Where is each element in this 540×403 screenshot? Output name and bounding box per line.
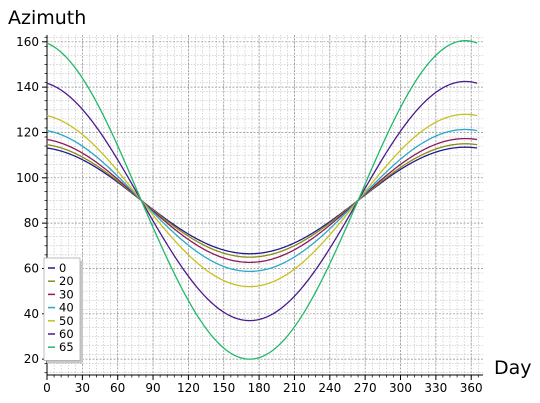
legend-label-20: 20 — [59, 274, 74, 288]
ticks: 0 30 60 90 120 150 180 210 240 270 300 330 360204060… — [16, 35, 483, 395]
x-tick-label: 180 — [248, 381, 271, 395]
y-tick-label: 100 — [16, 171, 39, 185]
x-tick-label: 30 — [75, 381, 90, 395]
series-line-60 — [46, 80, 478, 322]
series-line-0 — [46, 146, 478, 255]
legend-label-30: 30 — [59, 287, 74, 301]
y-tick-label: 120 — [16, 125, 39, 139]
legend-label-60: 60 — [59, 327, 74, 341]
x-tick-label: 60 — [110, 381, 125, 395]
x-tick-label: 300 — [389, 381, 412, 395]
y-tick-label: 60 — [24, 261, 39, 275]
x-tick-label: 210 — [283, 381, 306, 395]
y-axis-label: Azimuth — [8, 7, 86, 29]
axes — [46, 35, 483, 376]
grid — [46, 35, 483, 375]
series-line-40 — [46, 128, 478, 273]
legend-label-65: 65 — [59, 340, 74, 354]
legend-label-40: 40 — [59, 301, 74, 315]
x-tick-label: 90 — [145, 381, 160, 395]
x-tick-label: 150 — [212, 381, 235, 395]
x-tick-label: 270 — [354, 381, 377, 395]
y-tick-label: 20 — [24, 352, 39, 366]
x-tick-label: 360 — [460, 381, 483, 395]
legend-box — [43, 257, 81, 361]
series-line-50 — [46, 113, 478, 288]
x-tick-label: 240 — [318, 381, 341, 395]
y-tick-label: 80 — [24, 216, 39, 230]
series-lines — [46, 40, 478, 360]
y-tick-label: 140 — [16, 80, 39, 94]
legend-label-50: 50 — [59, 314, 74, 328]
y-tick-label: 160 — [16, 35, 39, 49]
x-axis-label: Day — [494, 357, 532, 379]
series-line-65 — [46, 40, 478, 360]
x-tick-label: 0 — [43, 381, 51, 395]
series-line-30 — [46, 137, 478, 264]
x-tick-label: 120 — [177, 381, 200, 395]
legend-label-0: 0 — [59, 261, 66, 275]
x-tick-label: 330 — [424, 381, 447, 395]
series-line-20 — [46, 143, 478, 258]
y-tick-label: 40 — [24, 307, 39, 321]
